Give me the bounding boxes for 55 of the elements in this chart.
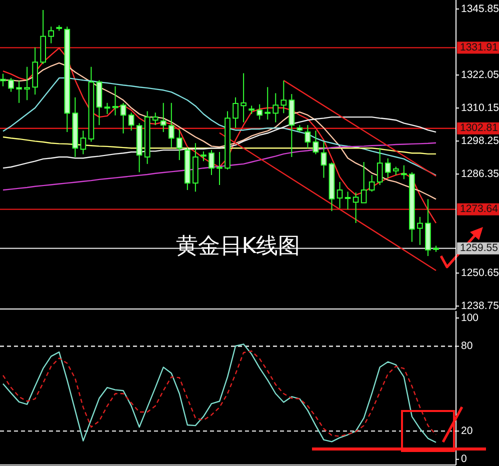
candlestick bbox=[8, 77, 14, 92]
candlestick bbox=[417, 216, 423, 246]
line-series bbox=[2, 116, 437, 169]
candlestick bbox=[352, 192, 359, 224]
line-series bbox=[2, 77, 437, 176]
candlestick bbox=[336, 181, 343, 209]
y-tick-label: 1310.15 bbox=[461, 102, 499, 114]
y-tick-label: 1345.85 bbox=[461, 2, 499, 15]
y-tick-label: 1250.65 bbox=[461, 266, 499, 279]
candlestick bbox=[176, 128, 182, 161]
candlestick bbox=[104, 102, 110, 115]
y-tick-label: 80 bbox=[461, 340, 473, 352]
candlestick bbox=[384, 158, 391, 178]
candlestick bbox=[368, 174, 375, 192]
candlestick bbox=[112, 86, 118, 116]
candlestick bbox=[168, 102, 174, 148]
candlestick bbox=[304, 124, 311, 149]
candlestick bbox=[280, 80, 287, 114]
y-tick-label: 1298.25 bbox=[461, 134, 499, 147]
line-series bbox=[2, 47, 437, 224]
candlestick bbox=[80, 130, 86, 155]
candlestick bbox=[401, 164, 407, 180]
line-series bbox=[2, 142, 437, 191]
candlestick bbox=[240, 72, 246, 123]
ref-line-label: 1302.81 bbox=[460, 122, 498, 134]
candlestick bbox=[16, 80, 22, 104]
candlestick bbox=[48, 26, 54, 44]
ref-line-label: 1331.91 bbox=[460, 41, 498, 54]
candlestick bbox=[160, 102, 166, 133]
line-series bbox=[2, 136, 437, 155]
candlestick bbox=[24, 66, 30, 101]
candlestick bbox=[256, 104, 262, 120]
ref-line-label: 1273.64 bbox=[460, 203, 498, 216]
candlestick bbox=[312, 130, 319, 155]
candlestick bbox=[264, 86, 271, 120]
y-tick-label: 1286.35 bbox=[461, 168, 499, 180]
candlestick bbox=[320, 141, 327, 178]
y-tick-label: 1322.05 bbox=[461, 68, 499, 81]
candlestick bbox=[272, 92, 279, 123]
candlestick bbox=[232, 96, 238, 128]
candlestick bbox=[120, 102, 126, 134]
candlestick bbox=[128, 112, 134, 132]
candlestick bbox=[152, 112, 158, 126]
candlestick bbox=[0, 73, 6, 87]
candlestick bbox=[208, 150, 214, 176]
y-tick-label: 100 bbox=[461, 312, 479, 324]
y-tick-label: 20 bbox=[461, 424, 473, 437]
y-tick-label: 0 bbox=[461, 453, 467, 466]
candlestick bbox=[344, 191, 351, 210]
y-tick-label: 1238.75 bbox=[461, 300, 499, 312]
candlestick bbox=[360, 161, 367, 204]
candlestick bbox=[200, 150, 206, 162]
ref-line-label: 1259.55 bbox=[460, 242, 498, 254]
candlestick bbox=[216, 152, 222, 186]
candlestick bbox=[376, 147, 383, 186]
